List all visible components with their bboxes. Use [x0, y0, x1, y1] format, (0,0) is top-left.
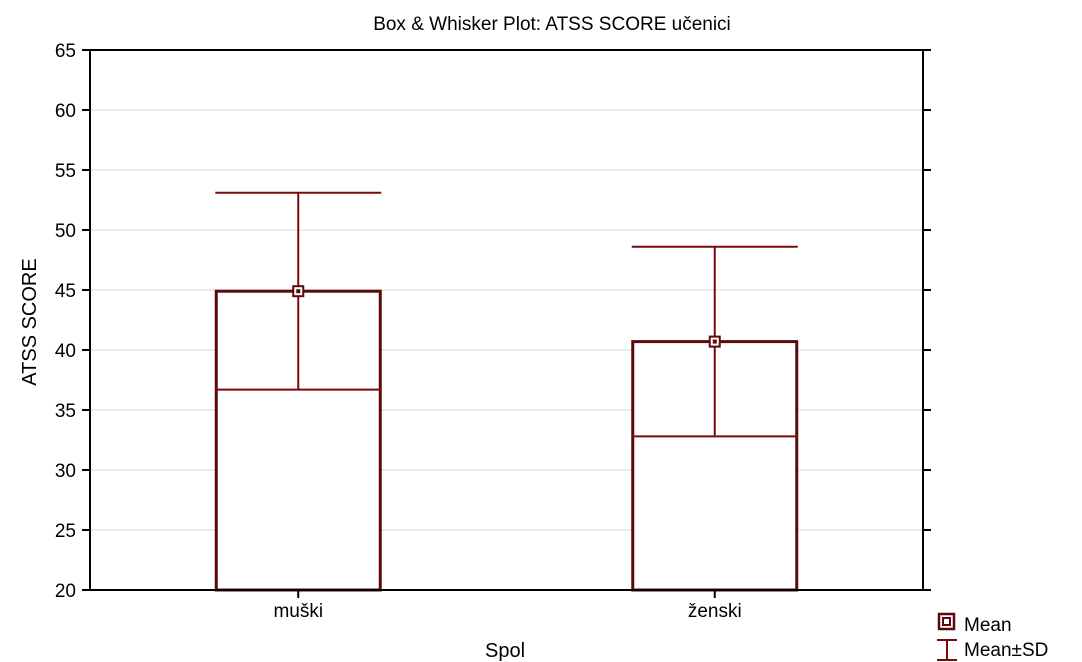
legend-item-sd: Mean±SD — [937, 639, 1048, 661]
mean-marker-icon — [937, 612, 956, 631]
plot-frame — [89, 49, 924, 591]
y-tick-label: 25 — [55, 521, 76, 542]
y-tick-label: 65 — [55, 41, 76, 62]
chart-title: Box & Whisker Plot: ATSS SCORE učenici — [373, 14, 731, 35]
y-tick-label: 55 — [55, 161, 76, 182]
x-category-layer: muški ženski — [273, 590, 742, 622]
legend-item-mean: Mean — [937, 612, 1012, 636]
mean-marker-dot-1 — [712, 339, 717, 344]
legend-label-sd: Mean±SD — [964, 640, 1048, 661]
y-tick-label: 40 — [55, 341, 76, 362]
legend: Mean Mean±SD — [937, 612, 1048, 661]
x-category-label: ženski — [688, 601, 742, 622]
y-tick-label: 45 — [55, 281, 76, 302]
y-tick-label: 35 — [55, 401, 76, 422]
box-layer — [214, 191, 799, 592]
y-tick-label: 20 — [55, 581, 76, 602]
y-tick-label: 30 — [55, 461, 76, 482]
x-axis-label: Spol — [485, 640, 525, 662]
legend-label-mean: Mean — [964, 615, 1012, 636]
y-tick-layer: 20 25 30 35 40 45 50 55 60 65 — [55, 41, 931, 602]
y-tick-label: 60 — [55, 101, 76, 122]
mean-marker-inner-icon — [942, 617, 951, 626]
y-axis-label: ATSS SCORE — [19, 258, 41, 385]
y-tick-label: 50 — [55, 221, 76, 242]
mean-marker-dot-0 — [296, 289, 301, 294]
x-category-label: muški — [273, 601, 323, 622]
